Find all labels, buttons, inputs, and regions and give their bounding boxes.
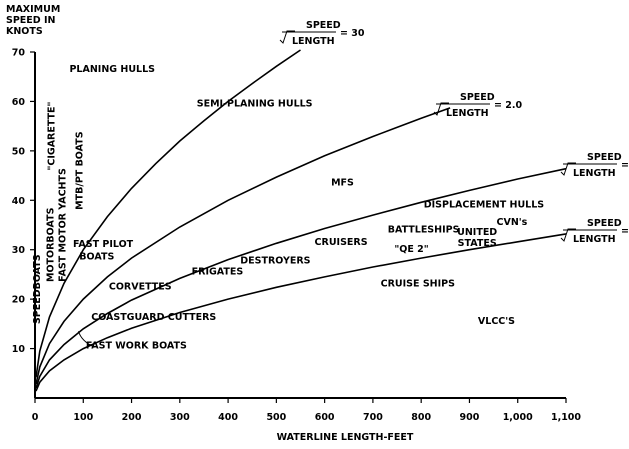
- ratio-numerator: SPEED: [587, 218, 622, 229]
- x-tick-label: 500: [266, 412, 286, 423]
- vertical-annotation: FAST MOTOR YACHTS: [58, 168, 69, 282]
- region-annotation: CRUISE SHIPS: [381, 278, 455, 289]
- ratio-denominator: LENGTH: [446, 108, 489, 119]
- vertical-annotation: "CIGARETTE": [46, 101, 57, 170]
- sqrt-sign-icon: [279, 30, 295, 44]
- y-tick-label: 20: [12, 295, 26, 306]
- y-tick-label: 60: [12, 97, 26, 108]
- x-tick-label: 0: [32, 412, 39, 423]
- x-axis-label: WATERLINE LENGTH-FEET: [277, 432, 414, 443]
- region-annotation: COASTGUARD CUTTERS: [91, 312, 216, 323]
- region-annotation: MFS: [331, 177, 354, 188]
- ratio-denominator: LENGTH: [292, 36, 335, 47]
- x-tick-label: 300: [170, 412, 190, 423]
- region-annotation: DESTROYERS: [240, 256, 310, 267]
- speed-length-curve-1-4: [35, 167, 567, 389]
- fast-work-boats-leader: [77, 331, 95, 348]
- region-annotation: "QE 2": [394, 244, 428, 255]
- y-axis-label-line: MAXIMUM: [6, 4, 60, 15]
- ratio-value: = 1.4: [621, 160, 629, 171]
- sqrt-sign-icon: [560, 162, 576, 176]
- sqrt-sign-icon: [433, 102, 449, 116]
- region-annotation: FRIGATES: [192, 266, 244, 277]
- speed-length-curve-2: [35, 107, 451, 385]
- axis-ticks: 0 100 200 300 400 500 600 700 800 900 1,000 1,100 10…: [12, 48, 582, 424]
- region-annotation: VLCC'S: [478, 316, 515, 327]
- curve-ratio-label: SPEED LENGTH = 2.0: [433, 92, 522, 119]
- region-annotation: DISPLACEMENT HULLS: [424, 200, 545, 211]
- x-tick-label: 900: [460, 412, 480, 423]
- x-tick-label: 600: [315, 412, 335, 423]
- region-annotation: CORVETTES: [109, 281, 172, 292]
- region-annotation: BOATS: [79, 252, 114, 263]
- y-axis-label-line: KNOTS: [6, 26, 43, 37]
- y-tick-label: 70: [12, 48, 26, 59]
- region-annotation: CVN's: [497, 217, 528, 228]
- region-annotation: UNITED: [457, 227, 497, 238]
- region-annotation: CRUISERS: [315, 237, 368, 248]
- y-axis-label-line: SPEED IN: [6, 15, 56, 26]
- x-tick-label: 700: [363, 412, 383, 423]
- curve-ratio-label: SPEED LENGTH = 1.4: [560, 152, 629, 179]
- speed-length-curve-3: [35, 49, 301, 378]
- curve-ratio-label: SPEED LENGTH = 1.0: [560, 218, 629, 245]
- ratio-value: = 1.0: [621, 226, 629, 237]
- vertical-annotation: MOTORBOATS: [45, 207, 56, 282]
- curve-ratio-label: SPEED LENGTH = 30: [279, 20, 365, 47]
- region-annotation: STATES: [458, 238, 497, 249]
- ratio-denominator: LENGTH: [573, 234, 616, 245]
- region-annotations: PLANING HULLS SEMI-PLANING HULLS MFS DISPLA…: [69, 64, 544, 352]
- ratio-numerator: SPEED: [306, 20, 341, 31]
- region-annotation: SEMI-PLANING HULLS: [197, 98, 313, 109]
- ratio-numerator: SPEED: [587, 152, 622, 163]
- region-annotation: BATTLESHIPS: [388, 224, 460, 235]
- region-annotation: FAST WORK BOATS: [86, 341, 187, 352]
- region-annotation: FAST PILOT: [73, 239, 134, 250]
- annotation-leaders: [77, 331, 95, 348]
- speed-length-curves: [35, 49, 567, 392]
- ratio-numerator: SPEED: [460, 92, 495, 103]
- speed-length-curve-1: [35, 233, 567, 392]
- x-tick-label: 1,100: [551, 412, 581, 423]
- vertical-annotation: MTB/PT BOATS: [74, 131, 85, 210]
- ratio-denominator: LENGTH: [573, 168, 616, 179]
- x-tick-label: 800: [411, 412, 431, 423]
- x-tick-label: 100: [73, 412, 93, 423]
- y-tick-label: 40: [12, 196, 26, 207]
- y-tick-label: 50: [12, 146, 26, 157]
- y-tick-label: 10: [12, 344, 26, 355]
- region-annotation: PLANING HULLS: [69, 64, 155, 75]
- y-tick-label: 30: [12, 245, 26, 256]
- ratio-value: = 2.0: [494, 100, 522, 111]
- vertical-annotation: SPEEDBOATS: [32, 254, 43, 324]
- x-tick-label: 400: [218, 412, 238, 423]
- x-tick-label: 1,000: [503, 412, 533, 423]
- ratio-value: = 30: [340, 28, 365, 39]
- sqrt-sign-icon: [560, 228, 576, 242]
- x-tick-label: 200: [122, 412, 142, 423]
